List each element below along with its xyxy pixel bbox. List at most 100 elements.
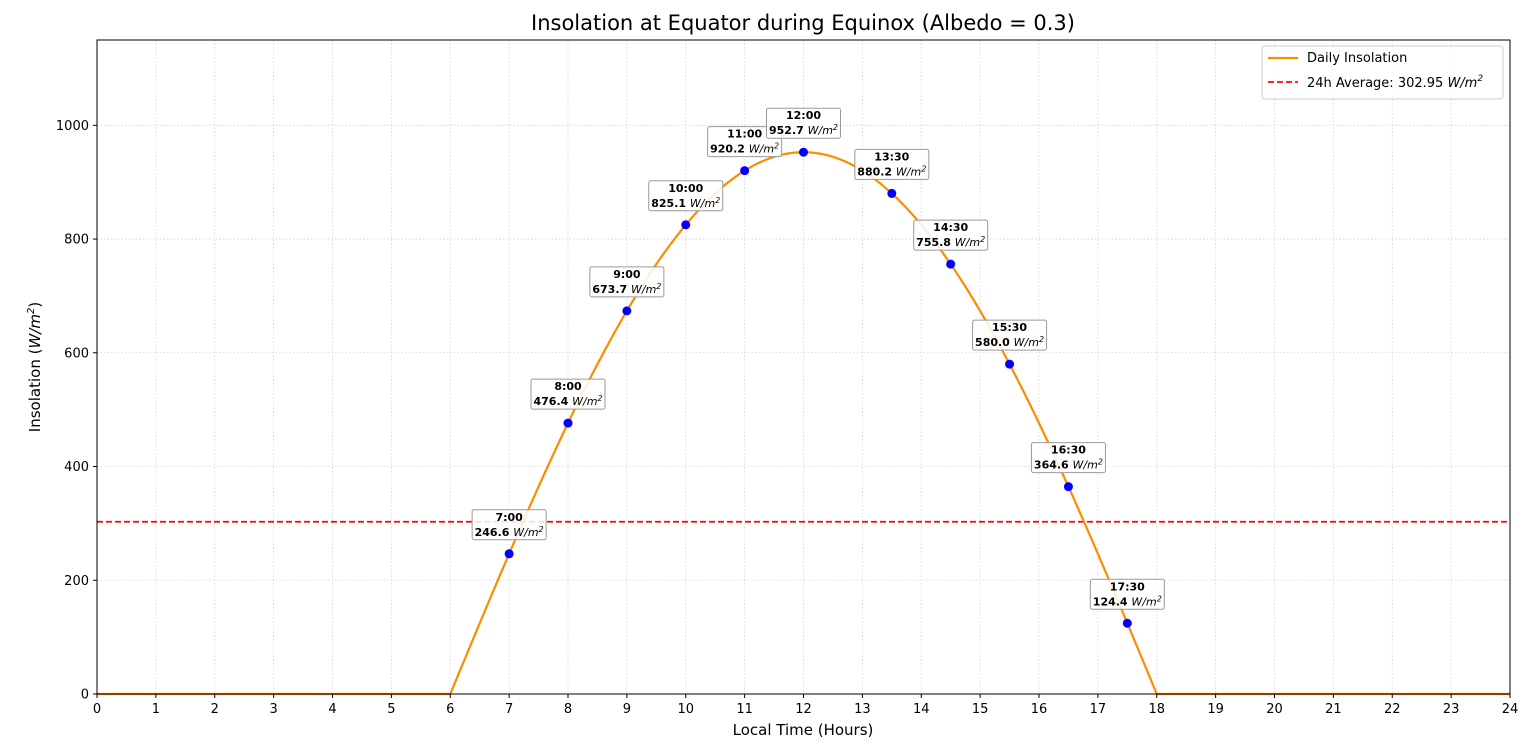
x-tick-label: 10 — [677, 702, 694, 717]
annotation-box — [854, 148, 930, 180]
legend-label-insolation: Daily Insolation — [1307, 51, 1407, 66]
x-tick-label: 7 — [505, 702, 513, 717]
x-tick-label: 24 — [1502, 702, 1519, 717]
x-axis-label: Local Time (Hours) — [733, 721, 874, 739]
legend: Daily Insolation 24h Average: 302.95 W/m… — [1261, 45, 1504, 100]
x-tick-label: 13 — [854, 702, 871, 717]
x-tick-label: 5 — [387, 702, 395, 717]
annotation-box — [913, 219, 989, 251]
annotation-time: 17:30 — [1110, 580, 1145, 593]
data-point — [887, 188, 897, 198]
y-tick-label: 200 — [64, 574, 89, 589]
x-tick-label: 22 — [1384, 702, 1401, 717]
annotation-time: 12:00 — [786, 109, 821, 122]
legend-average-unit: W/m — [1447, 76, 1477, 91]
x-tick-label: 8 — [564, 702, 572, 717]
data-point — [946, 259, 956, 269]
annotation-time: 7:00 — [495, 511, 523, 524]
annotation-box — [766, 107, 841, 139]
chart-title: Insolation at Equator during Equinox (Al… — [531, 11, 1075, 35]
annotation-time: 14:30 — [933, 221, 968, 234]
y-axis-label: Insolation (W/m2) — [26, 302, 44, 432]
legend-label-average: 24h Average: 302.95 W/m2 — [1307, 74, 1483, 91]
y-axis-label-sup: 2 — [26, 308, 37, 314]
annotation-box — [707, 126, 783, 158]
annotation-box — [1089, 578, 1165, 610]
annotation-value: 952.7 W/m2 — [769, 123, 838, 137]
x-tick-label: 20 — [1266, 702, 1283, 717]
y-axis-ticks: 0 200 400 600 800 1000 — [56, 119, 97, 703]
annotation-time: 10:00 — [668, 182, 703, 195]
annotation-time: 9:00 — [613, 268, 641, 281]
data-point — [740, 166, 750, 176]
data-point — [1063, 482, 1073, 492]
annotation-value: 673.7 W/m2 — [592, 282, 661, 296]
y-tick-label: 1000 — [56, 119, 89, 134]
x-tick-label: 21 — [1325, 702, 1342, 717]
annotation-box — [648, 180, 724, 212]
x-tick-label: 9 — [623, 702, 631, 717]
annotation-time: 16:30 — [1051, 444, 1086, 457]
x-tick-label: 19 — [1207, 702, 1224, 717]
annotation-value: 755.8 W/m2 — [916, 235, 985, 249]
x-axis-ticks: 0 1 2 3 4 5 6 7 8 9 10 11 12 13 14 15 16 17 18 19 20 21 22 23 24 — [93, 694, 1518, 717]
annotation-value: 124.4 W/m2 — [1093, 594, 1162, 608]
y-tick-label: 600 — [64, 346, 89, 361]
y-axis-label-prefix: Insolation ( — [26, 349, 44, 433]
data-point — [1122, 618, 1132, 628]
y-axis-label-suffix: ) — [26, 302, 44, 308]
annotation-value: 246.6 W/m2 — [475, 525, 544, 539]
annotation-box — [1030, 442, 1106, 474]
annotation-box — [530, 378, 606, 410]
data-points — [504, 147, 1132, 628]
y-tick-label: 800 — [64, 233, 89, 248]
x-tick-label: 3 — [269, 702, 277, 717]
x-tick-label: 12 — [795, 702, 812, 717]
x-tick-label: 2 — [211, 702, 219, 717]
x-tick-label: 18 — [1148, 702, 1165, 717]
annotation-value: 476.4 W/m2 — [533, 394, 602, 408]
x-tick-label: 17 — [1090, 702, 1107, 717]
data-point — [681, 220, 691, 230]
annotation-value: 580.0 W/m2 — [975, 335, 1044, 349]
y-tick-label: 400 — [64, 460, 89, 475]
annotation-time: 13:30 — [874, 150, 909, 163]
legend-average-sup: 2 — [1477, 74, 1483, 84]
x-tick-label: 15 — [972, 702, 989, 717]
annotation-time: 15:30 — [992, 321, 1027, 334]
y-axis-label-unit: W/m — [26, 314, 44, 349]
data-point — [563, 418, 573, 428]
x-tick-label: 23 — [1443, 702, 1460, 717]
annotation-box — [972, 319, 1048, 351]
grid — [96, 40, 1511, 695]
x-tick-label: 16 — [1031, 702, 1048, 717]
x-tick-label: 0 — [93, 702, 101, 717]
legend-average-prefix: 24h Average: — [1307, 76, 1398, 91]
y-tick-label: 0 — [81, 688, 89, 703]
annotation-value: 880.2 W/m2 — [857, 164, 926, 178]
annotation-box — [589, 266, 665, 298]
x-tick-label: 1 — [152, 702, 160, 717]
x-tick-label: 14 — [913, 702, 930, 717]
data-point — [504, 549, 514, 559]
data-point — [622, 306, 632, 316]
data-point — [799, 147, 808, 157]
annotation-value: 825.1 W/m2 — [651, 196, 720, 210]
annotation-value: 364.6 W/m2 — [1034, 458, 1103, 472]
x-tick-label: 4 — [328, 702, 336, 717]
legend-average-value: 302.95 — [1398, 76, 1444, 91]
x-tick-label: 6 — [446, 702, 454, 717]
annotation-box — [471, 509, 547, 541]
